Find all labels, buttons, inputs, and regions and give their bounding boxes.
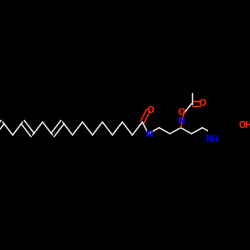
Text: N: N xyxy=(177,117,184,126)
Text: NH: NH xyxy=(205,136,219,144)
Text: N: N xyxy=(145,130,153,140)
Text: O: O xyxy=(199,99,207,108)
Text: O: O xyxy=(147,106,155,115)
Text: OH: OH xyxy=(239,121,250,130)
Text: O: O xyxy=(178,108,185,117)
